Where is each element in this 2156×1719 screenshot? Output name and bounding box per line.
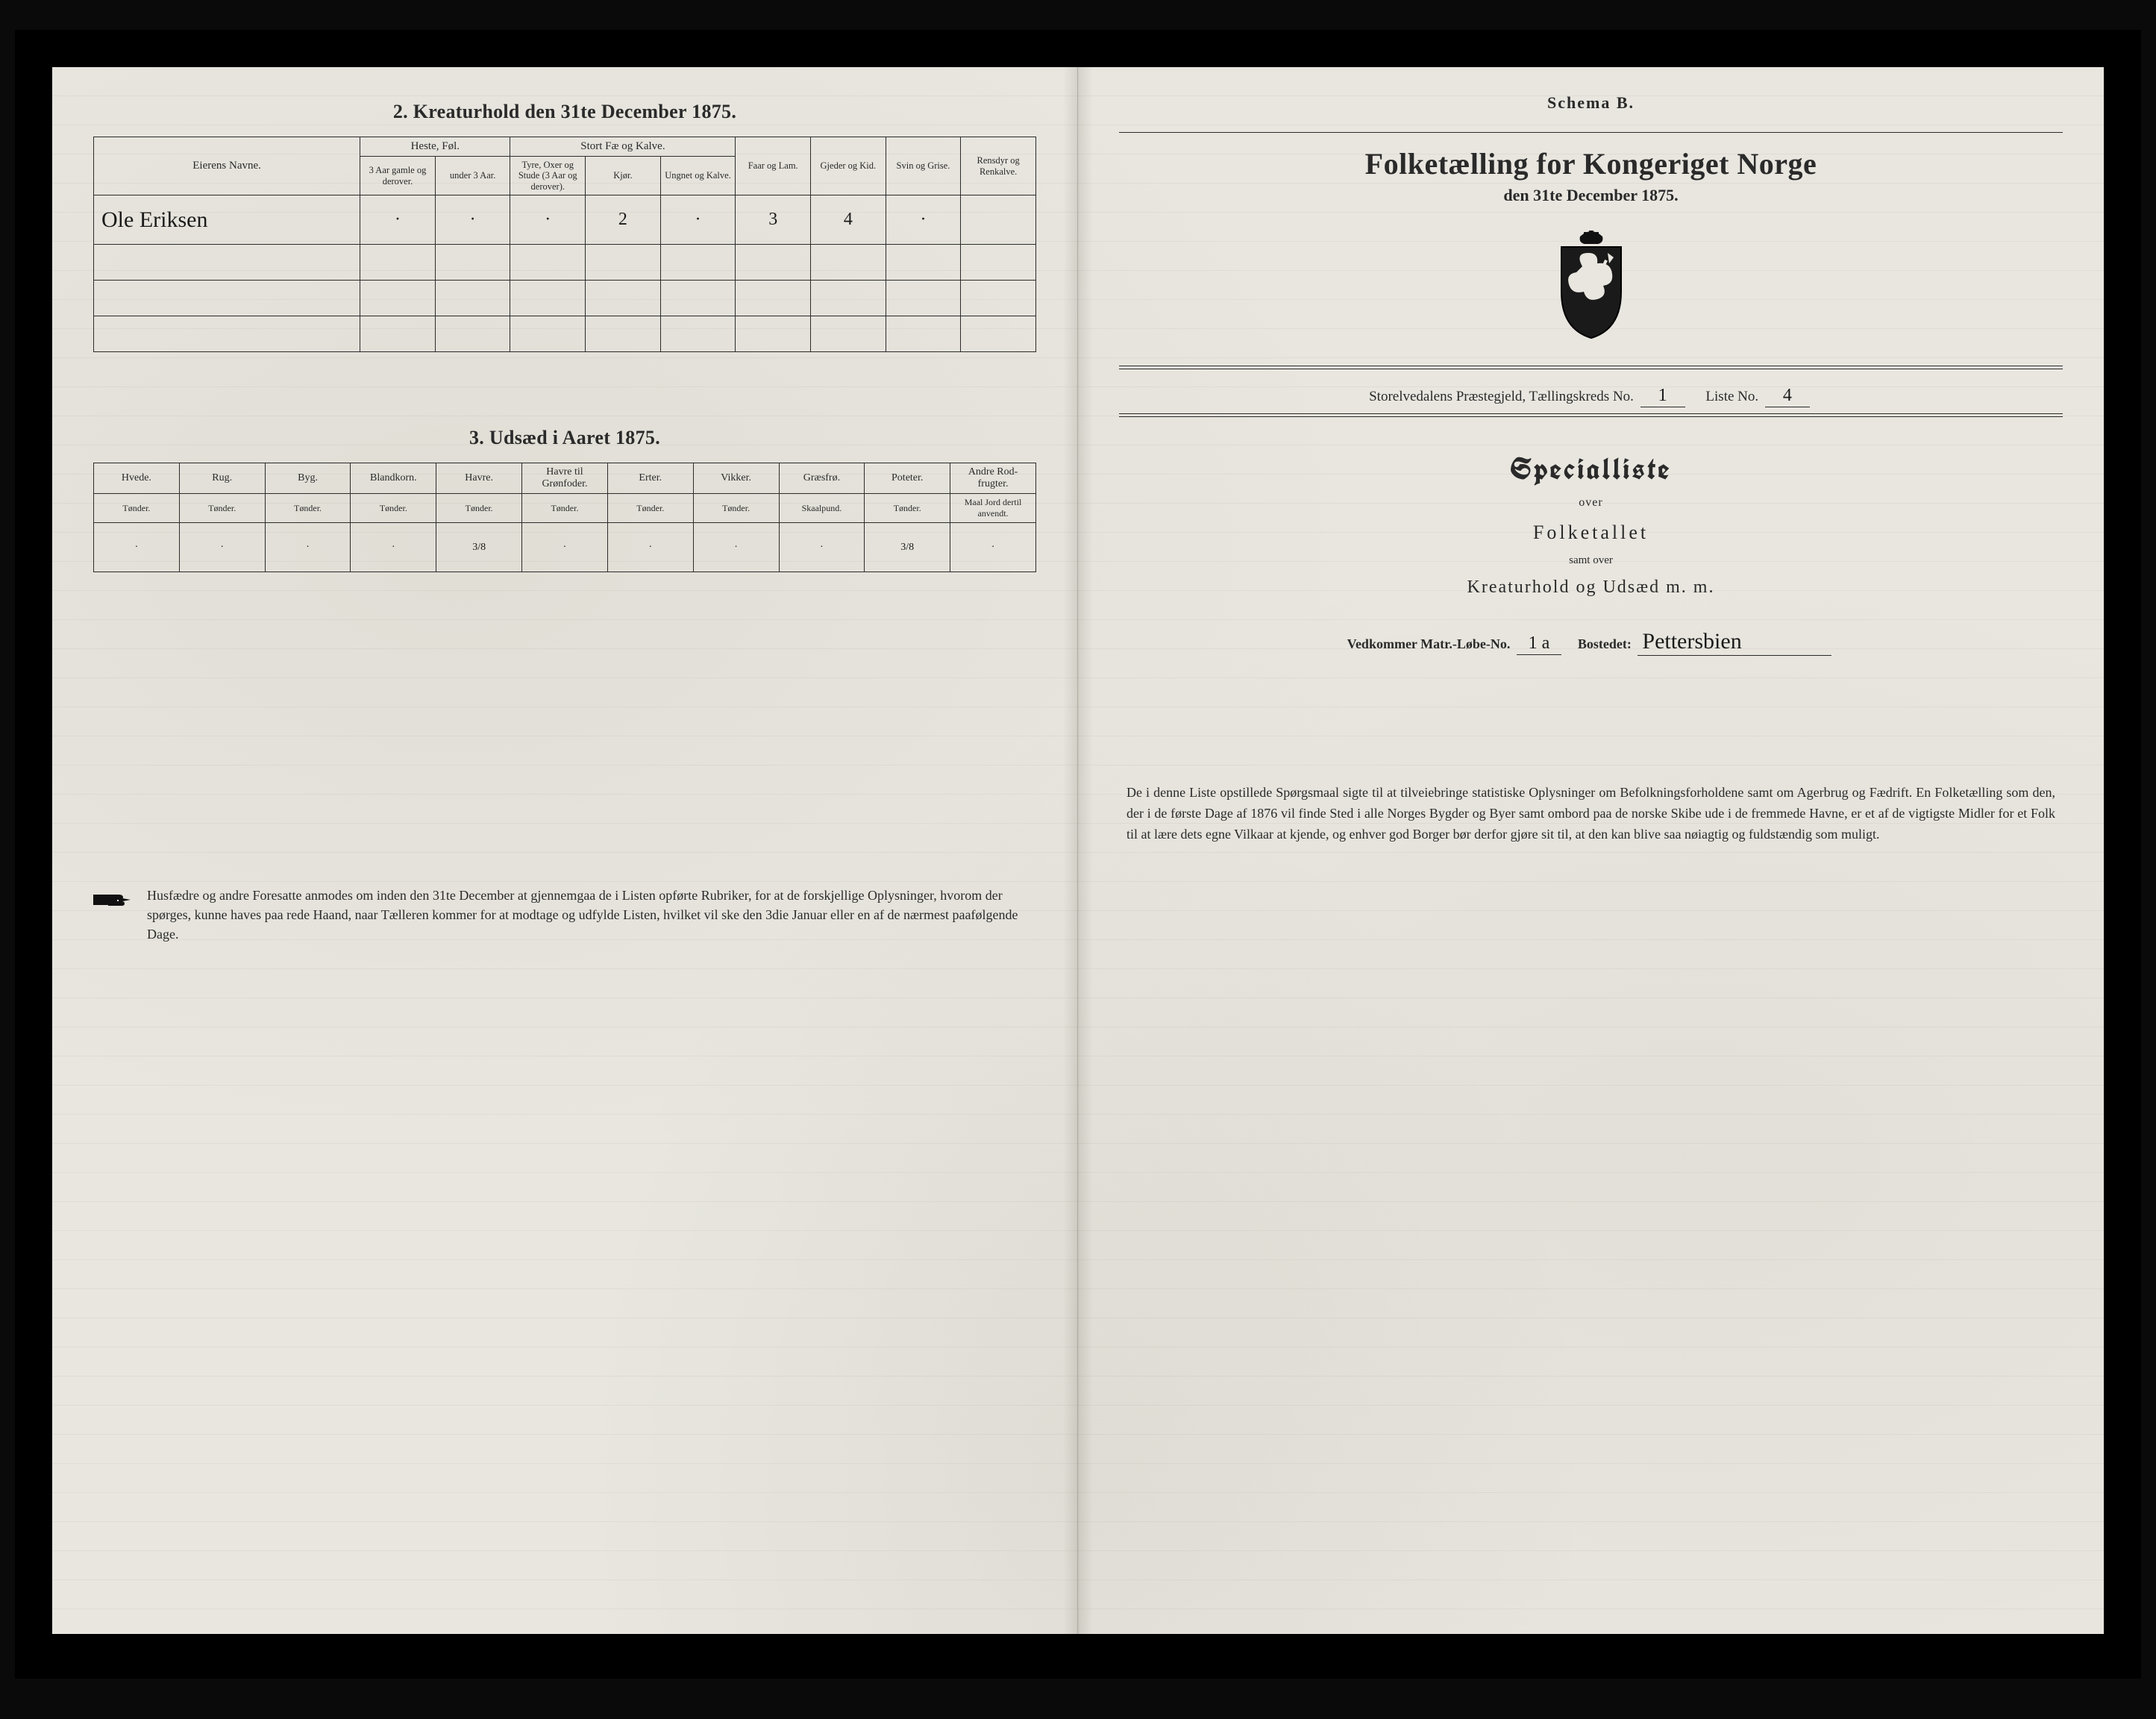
col-pigs: Svin og Grise. xyxy=(886,137,961,195)
livestock-table: Eierens Navne. Heste, Føl. Stort Fæ og K… xyxy=(93,137,1036,352)
vedkommer-line: Vedkommer Matr.-Løbe-No. 1 a Bostedet: P… xyxy=(1119,629,2063,656)
cell: 3/8 xyxy=(436,523,522,572)
left-page: 2. Kreaturhold den 31te December 1875. E… xyxy=(52,67,1078,1634)
kreatur-line: Kreaturhold og Udsæd m. m. xyxy=(1119,577,2063,598)
cell: 3/8 xyxy=(865,523,950,572)
specialliste-title: Specialliste xyxy=(1119,450,2063,489)
col: Rug. xyxy=(179,463,265,494)
col-h2: under 3 Aar. xyxy=(435,157,510,195)
folketallet-line: Folketallet xyxy=(1119,522,2063,544)
col-h1: 3 Aar gamle og derover. xyxy=(360,157,436,195)
col: Poteter. xyxy=(865,463,950,494)
col-reindeer: Rensdyr og Renkalve. xyxy=(961,137,1036,195)
col: Byg. xyxy=(265,463,351,494)
col: Erter. xyxy=(607,463,693,494)
cell: · xyxy=(693,523,779,572)
col: Græsfrø. xyxy=(779,463,865,494)
table-row xyxy=(94,245,1036,281)
col-c1: Tyre, Oxer og Stude (3 Aar og derover). xyxy=(510,157,586,195)
cell: · xyxy=(94,523,180,572)
over-label: over xyxy=(1119,496,2063,510)
unit: Tønder. xyxy=(179,494,265,523)
section2-title: 2. Kreaturhold den 31te December 1875. xyxy=(93,101,1036,123)
table-row: Ole Eriksen · · · 2 · 3 4 · xyxy=(94,195,1036,245)
liste-label: Liste No. xyxy=(1705,389,1758,404)
cell: 2 xyxy=(586,195,661,245)
kreds-no: 1 xyxy=(1640,386,1685,407)
livestock-tbody: Ole Eriksen · · · 2 · 3 4 · xyxy=(94,195,1036,352)
right-page: Schema B. Folketælling for Kongeriget No… xyxy=(1078,67,2104,1634)
col: Hvede. xyxy=(94,463,180,494)
unit: Tønder. xyxy=(865,494,950,523)
cell xyxy=(961,195,1036,245)
table-row: · · · · 3/8 · · · · 3/8 · xyxy=(94,523,1036,572)
cell: · xyxy=(360,195,436,245)
footnote-block: Husfædre og andre Foresatte anmodes om i… xyxy=(93,886,1036,944)
col: Havre til Grønfoder. xyxy=(522,463,608,494)
bosted-value: Pettersbien xyxy=(1638,629,1831,656)
unit: Tønder. xyxy=(522,494,608,523)
document-paper: 2. Kreaturhold den 31te December 1875. E… xyxy=(52,67,2104,1634)
cell: · xyxy=(522,523,608,572)
coat-of-arms xyxy=(1119,231,2063,346)
unit: Tønder. xyxy=(607,494,693,523)
col: Vikker. xyxy=(693,463,779,494)
double-rule xyxy=(1119,413,2063,417)
cell: · xyxy=(950,523,1036,572)
unit: Maal Jord dertil anvendt. xyxy=(950,494,1036,523)
footnote-text: Husfædre og andre Foresatte anmodes om i… xyxy=(147,886,1036,944)
unit: Tønder. xyxy=(693,494,779,523)
main-title: Folketælling for Kongeriget Norge xyxy=(1119,146,2063,181)
col-sheep: Faar og Lam. xyxy=(736,137,811,195)
pointing-hand-icon xyxy=(93,889,134,911)
cell: · xyxy=(886,195,961,245)
unit: Tønder. xyxy=(436,494,522,523)
cell: · xyxy=(510,195,586,245)
cell: · xyxy=(607,523,693,572)
colgrp-horses: Heste, Føl. xyxy=(360,137,510,157)
matr-no: 1 a xyxy=(1517,633,1561,655)
scan-frame: 2. Kreaturhold den 31te December 1875. E… xyxy=(15,30,2141,1679)
cell: · xyxy=(179,523,265,572)
bosted-label: Bostedet: xyxy=(1578,636,1632,651)
seed-table: Hvede. Rug. Byg. Blandkorn. Havre. Havre… xyxy=(93,463,1036,572)
col-goats: Gjeder og Kid. xyxy=(811,137,886,195)
seed-head-units: Tønder. Tønder. Tønder. Tønder. Tønder. … xyxy=(94,494,1036,523)
unit: Tønder. xyxy=(94,494,180,523)
cell: · xyxy=(265,523,351,572)
liste-no: 4 xyxy=(1765,386,1810,407)
unit: Tønder. xyxy=(351,494,436,523)
body-paragraph: De i denne Liste opstillede Spørgsmaal s… xyxy=(1119,783,2063,845)
col: Blandkorn. xyxy=(351,463,436,494)
col-owner: Eierens Navne. xyxy=(94,137,360,195)
cell: · xyxy=(660,195,736,245)
cell: · xyxy=(351,523,436,572)
cell: 3 xyxy=(736,195,811,245)
cell: · xyxy=(779,523,865,572)
cell: 4 xyxy=(811,195,886,245)
unit: Skaalpund. xyxy=(779,494,865,523)
table-row xyxy=(94,281,1036,316)
coat-of-arms-icon xyxy=(1547,231,1636,342)
seed-head-labels: Hvede. Rug. Byg. Blandkorn. Havre. Havre… xyxy=(94,463,1036,494)
schema-label: Schema B. xyxy=(1119,93,2063,113)
section3-title: 3. Udsæd i Aaret 1875. xyxy=(93,427,1036,449)
sub-title: den 31te December 1875. xyxy=(1119,186,2063,205)
col-c2: Kjør. xyxy=(586,157,661,195)
double-rule xyxy=(1119,366,2063,369)
col: Havre. xyxy=(436,463,522,494)
table-row xyxy=(94,316,1036,352)
unit: Tønder. xyxy=(265,494,351,523)
col-c3: Ungnet og Kalve. xyxy=(660,157,736,195)
district-pretext: Storelvedalens Præstegjeld, Tællingskred… xyxy=(1369,389,1634,404)
samt-over: samt over xyxy=(1119,554,2063,567)
cell: · xyxy=(435,195,510,245)
colgrp-cattle: Stort Fæ og Kalve. xyxy=(510,137,736,157)
cell-owner: Ole Eriksen xyxy=(94,195,360,245)
vedkommer-label1: Vedkommer Matr.-Løbe-No. xyxy=(1347,636,1511,651)
district-line: Storelvedalens Præstegjeld, Tællingskred… xyxy=(1119,386,2063,407)
col: Andre Rod-frugter. xyxy=(950,463,1036,494)
